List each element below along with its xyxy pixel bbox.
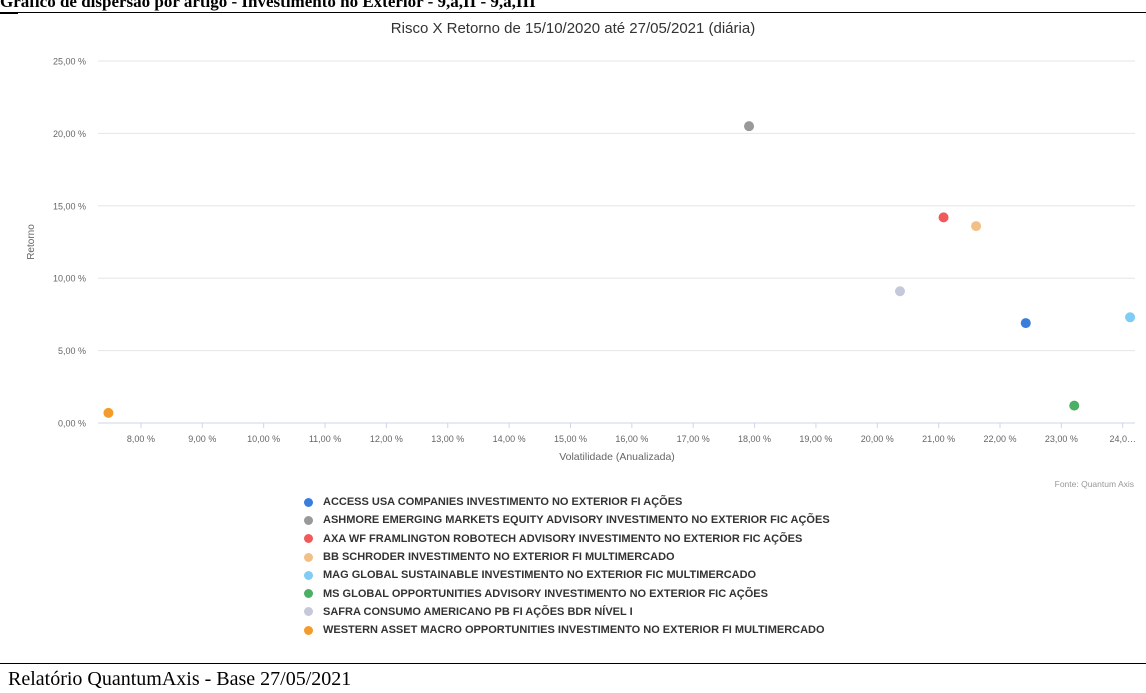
x-tick-label: 8,00 % [127, 434, 155, 444]
x-tick-label: 23,00 % [1045, 434, 1078, 444]
x-tick-label: 14,00 % [493, 434, 526, 444]
legend-label: ASHMORE EMERGING MARKETS EQUITY ADVISORY… [323, 514, 830, 527]
legend-marker-icon [304, 607, 313, 617]
report-section-heading: Gráfico de dispersão por artigo - Invest… [0, 0, 536, 11]
data-points [103, 121, 1136, 418]
x-tick-label: 9,00 % [188, 434, 216, 444]
legend-marker-icon [304, 570, 313, 580]
y-tick-label: 10,00 % [53, 274, 86, 284]
x-tick-label: 11,00 % [309, 434, 341, 444]
legend-marker-icon [304, 552, 313, 562]
top-divider [0, 12, 1146, 13]
legend-item[interactable]: MAG GLOBAL SUSTAINABLE INVESTIMENTO NO E… [304, 566, 830, 584]
y-axis-label: Retorno [26, 224, 37, 260]
footer-divider [0, 663, 1146, 664]
chart-title: Risco X Retorno de 15/10/2020 até 27/05/… [391, 20, 755, 37]
scatter-chart: Risco X Retorno de 15/10/2020 até 27/05/… [26, 20, 1136, 489]
x-axis-ticks: 8,00 % 9,00 % 10,00 % 11,00 % 12,00 % 13,00 %… [127, 423, 1136, 444]
y-tick-label: 0,00 % [58, 419, 86, 429]
chart-gridlines [98, 60, 1135, 352]
x-axis-label: Volatilidade (Anualizada) [559, 451, 675, 463]
x-tick-label: 19,00 % [799, 434, 832, 444]
top-divider-accent [0, 12, 18, 14]
legend-label: MS GLOBAL OPPORTUNITIES ADVISORY INVESTI… [323, 587, 768, 600]
legend-item[interactable]: ASHMORE EMERGING MARKETS EQUITY ADVISORY… [304, 511, 830, 529]
legend-item[interactable]: MS GLOBAL OPPORTUNITIES ADVISORY INVESTI… [304, 584, 830, 602]
y-tick-label: 5,00 % [58, 346, 86, 356]
data-point[interactable] [894, 286, 905, 297]
legend-label: WESTERN ASSET MACRO OPPORTUNITIES INVEST… [323, 624, 825, 637]
legend-item[interactable]: ACCESS USA COMPANIES INVESTIMENTO NO EXT… [304, 493, 830, 511]
x-tick-label: 10,00 % [247, 434, 280, 444]
data-point[interactable] [1020, 318, 1031, 329]
source-credit: Fonte: Quantum Axis [1055, 479, 1134, 489]
x-tick-label: 13,00 % [431, 434, 464, 444]
legend-marker-icon [304, 534, 313, 544]
y-tick-label: 15,00 % [53, 201, 86, 211]
legend-label: MAG GLOBAL SUSTAINABLE INVESTIMENTO NO E… [323, 569, 757, 582]
legend-label: BB SCHRODER INVESTIMENTO NO EXTERIOR FI … [323, 551, 675, 564]
legend-marker-icon [304, 625, 313, 635]
y-axis-ticks: 0,00 % 5,00 % 10,00 % 15,00 % 20,00 % 25,00 % [53, 57, 86, 429]
legend-item[interactable]: WESTERN ASSET MACRO OPPORTUNITIES INVEST… [304, 621, 830, 639]
legend-item[interactable]: AXA WF FRAMLINGTON ROBOTECH ADVISORY INV… [304, 530, 830, 548]
data-point[interactable] [971, 221, 982, 232]
data-point[interactable] [938, 212, 949, 223]
x-tick-label: 22,00 % [983, 434, 1016, 444]
x-tick-label: 18,00 % [738, 434, 771, 444]
x-tick-label: 21,00 % [922, 434, 955, 444]
x-tick-label: 12,00 % [370, 434, 403, 444]
legend-item[interactable]: SAFRA CONSUMO AMERICANO PB FI AÇÕES BDR … [304, 603, 830, 621]
x-tick-label: 20,00 % [861, 434, 894, 444]
legend-marker-icon [304, 515, 313, 525]
legend-label: ACCESS USA COMPANIES INVESTIMENTO NO EXT… [323, 496, 683, 509]
legend-label: SAFRA CONSUMO AMERICANO PB FI AÇÕES BDR … [323, 605, 633, 618]
legend-item[interactable]: BB SCHRODER INVESTIMENTO NO EXTERIOR FI … [304, 548, 830, 566]
legend-label: AXA WF FRAMLINGTON ROBOTECH ADVISORY INV… [323, 532, 803, 545]
x-tick-label: 16,00 % [615, 434, 648, 444]
chart-legend: ACCESS USA COMPANIES INVESTIMENTO NO EXT… [304, 493, 830, 639]
data-point[interactable] [744, 121, 755, 132]
data-point[interactable] [1125, 312, 1136, 323]
y-tick-label: 25,00 % [53, 57, 86, 67]
data-point[interactable] [103, 407, 114, 418]
legend-marker-icon [304, 589, 313, 599]
x-tick-label: 15,00 % [554, 434, 587, 444]
x-tick-label: 24,0… [1109, 434, 1136, 444]
data-point[interactable] [1069, 400, 1080, 411]
report-footer: Relatório QuantumAxis - Base 27/05/2021 [8, 668, 352, 690]
y-tick-label: 20,00 % [53, 129, 86, 139]
x-tick-label: 17,00 % [677, 434, 710, 444]
legend-marker-icon [304, 497, 313, 507]
